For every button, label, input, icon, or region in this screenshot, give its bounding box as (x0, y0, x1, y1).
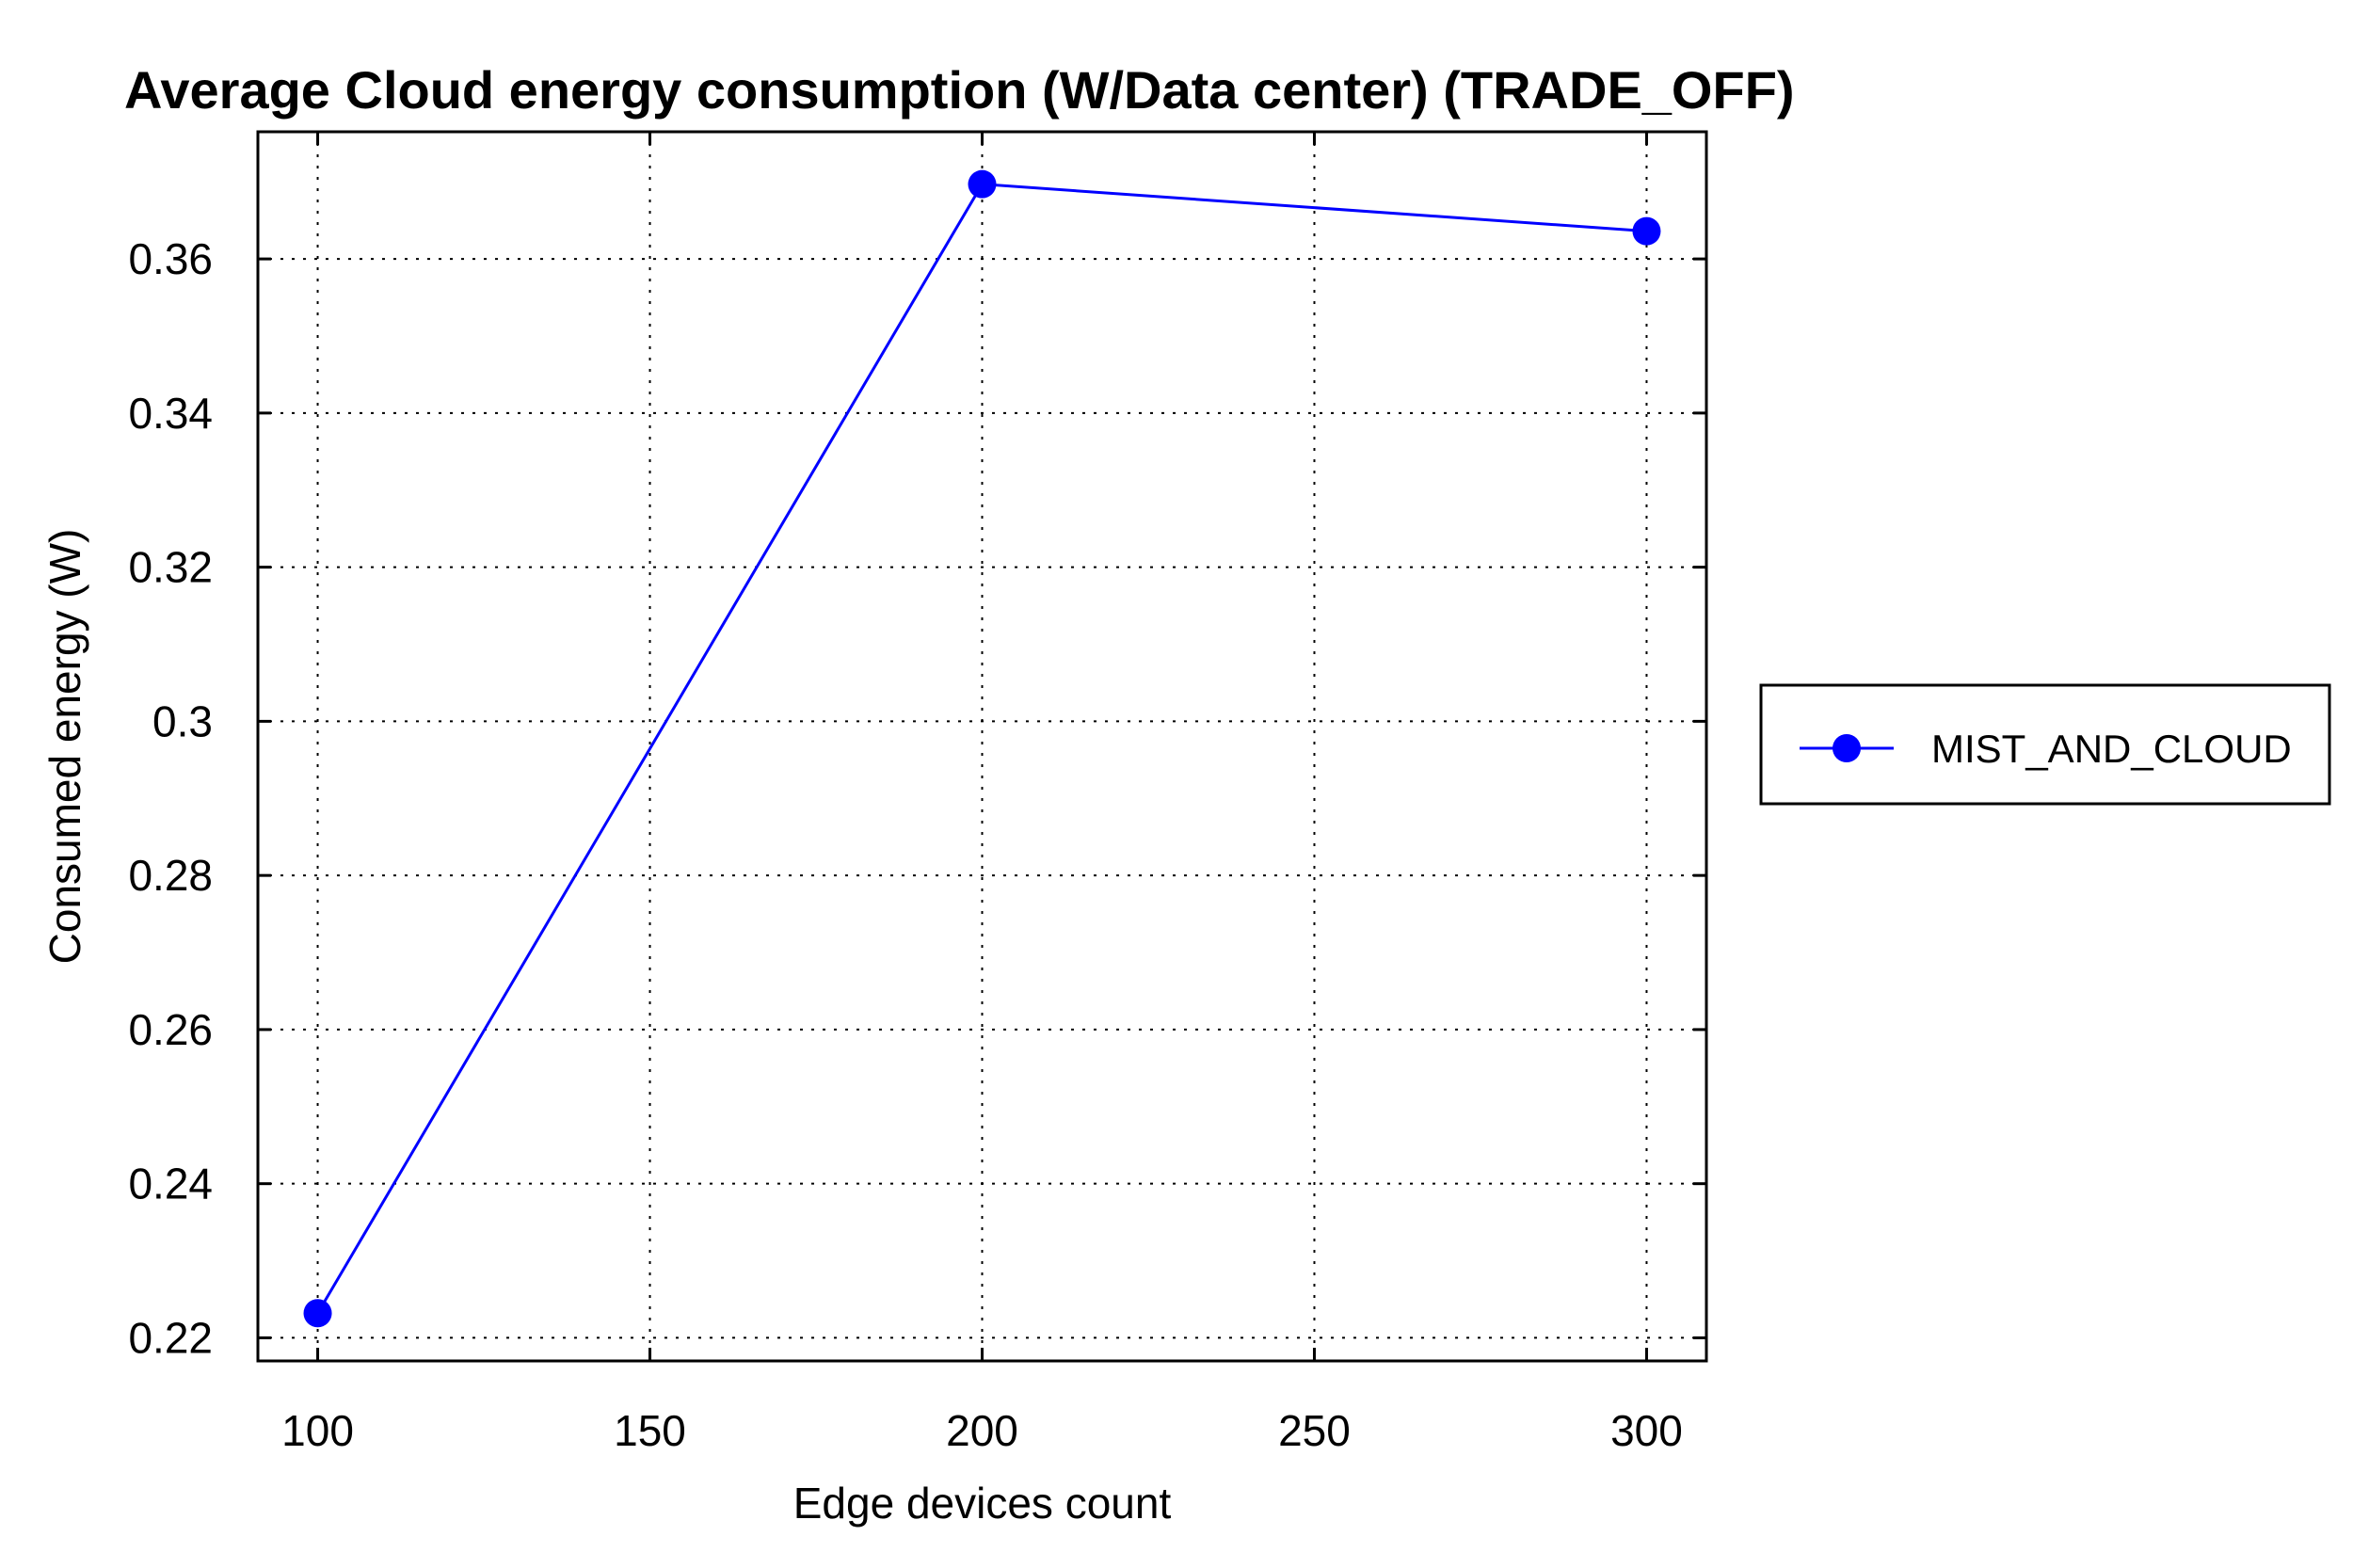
axis-ticks (258, 132, 1706, 1361)
x-tick-label: 250 (1278, 1406, 1351, 1455)
y-tick-label: 0.24 (128, 1160, 213, 1208)
y-axis-label: Consumed energy (W) (40, 529, 89, 965)
x-tick-label: 300 (1610, 1406, 1683, 1455)
data-point (968, 169, 997, 199)
plot-frame (256, 130, 1708, 1363)
series-line (316, 183, 1647, 1314)
data-point (1632, 216, 1661, 246)
x-axis-tick-labels: 100 150 200 250 300 (281, 1406, 1683, 1455)
y-axis-tick-labels: 0.22 0.24 0.26 0.28 0.3 0.32 0.34 0.36 (128, 234, 213, 1362)
y-tick-label: 0.32 (128, 543, 213, 592)
series-mist-and-cloud (303, 169, 1661, 1328)
y-tick-label: 0.36 (128, 234, 213, 283)
x-tick-label: 150 (614, 1406, 686, 1455)
data-point (303, 1299, 332, 1328)
x-tick-label: 200 (946, 1406, 1018, 1455)
legend-label-mist-and-cloud: MIST_AND_CLOUD (1931, 727, 2292, 771)
chart-title: Average Cloud energy consumption (W/Data… (124, 60, 1795, 120)
y-tick-label: 0.22 (128, 1313, 213, 1362)
x-tick-label: 100 (281, 1406, 354, 1455)
y-tick-label: 0.26 (128, 1005, 213, 1054)
grid (258, 132, 1706, 1361)
y-tick-label: 0.34 (128, 389, 213, 438)
y-tick-label: 0.3 (152, 696, 213, 745)
x-axis-label: Edge devices count (793, 1479, 1172, 1528)
y-tick-label: 0.28 (128, 851, 213, 900)
legend: MIST_AND_CLOUD (1759, 683, 2331, 806)
legend-marker-icon (1833, 734, 1861, 762)
